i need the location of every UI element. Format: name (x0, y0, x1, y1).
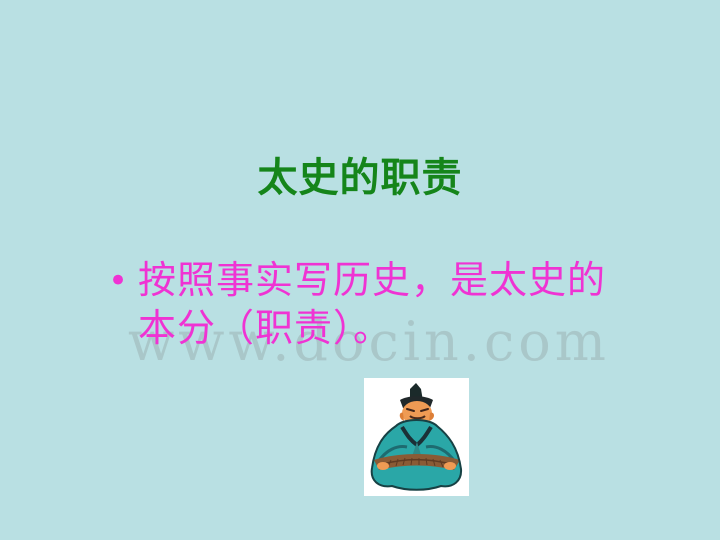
watermark: www.docin.com (128, 310, 610, 373)
bullet-dot: • (108, 261, 129, 301)
slide-title: 太史的职责 (257, 155, 463, 201)
bullet-text: 按照事实写历史，是太史的本分（职责）。 (138, 258, 607, 350)
historian-figure-icon (364, 378, 469, 496)
